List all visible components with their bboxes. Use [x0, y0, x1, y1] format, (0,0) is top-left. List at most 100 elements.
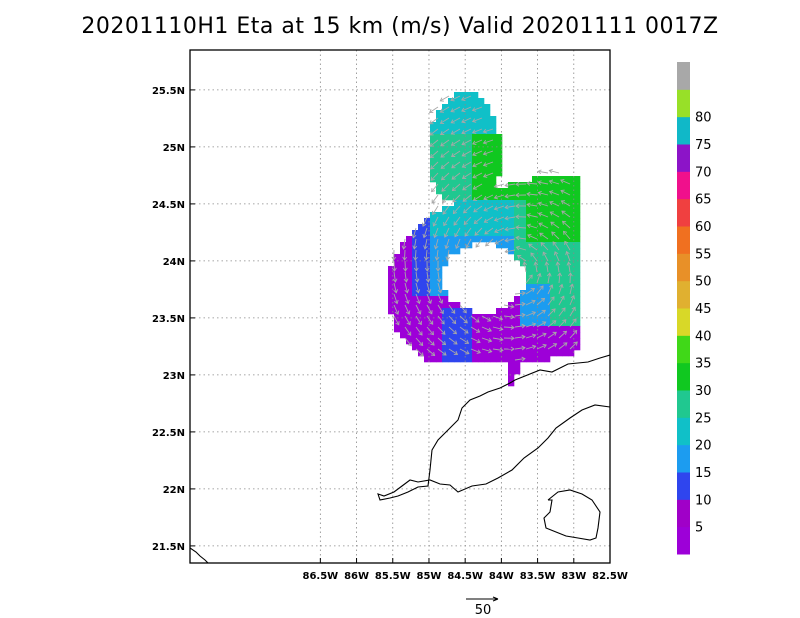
wind-vector-head — [391, 256, 397, 261]
wind-vector-head — [435, 267, 441, 272]
wind-vector-head — [504, 193, 509, 199]
wind-vector-head — [433, 233, 438, 239]
wind-speed-cell — [514, 344, 521, 351]
wind-speed-cell — [484, 230, 491, 237]
wind-vector-head — [553, 251, 559, 256]
wind-vector — [472, 172, 483, 178]
wind-speed-cell — [448, 242, 455, 249]
wind-speed-cell — [496, 350, 503, 357]
wind-speed-cell — [442, 326, 449, 333]
wind-speed-cell — [496, 308, 503, 315]
wind-speed-cell — [568, 284, 575, 291]
wind-speed-cell — [436, 344, 443, 351]
wind-speed-cell — [496, 146, 503, 153]
wind-vector — [404, 337, 412, 347]
wind-speed-cell — [496, 200, 503, 207]
wind-speed-cell — [514, 200, 521, 207]
wind-speed-cell — [568, 350, 575, 357]
wind-speed-cell — [466, 104, 473, 111]
wind-speed-cell — [442, 122, 449, 129]
wind-speed-cell — [526, 284, 533, 291]
wind-speed-cell — [484, 164, 491, 171]
wind-vector — [472, 117, 483, 122]
wind-speed-cell — [412, 338, 419, 345]
wind-speed-cell — [562, 248, 569, 255]
wind-speed-cell — [448, 302, 455, 309]
wind-speed-cell — [436, 236, 443, 243]
wind-speed-cell — [400, 272, 407, 279]
wind-speed-cell — [472, 104, 479, 111]
y-tick-label: 22N — [163, 485, 185, 496]
wind-vector-head — [419, 341, 424, 347]
wind-vector — [463, 216, 472, 225]
wind-speed-cell — [526, 266, 533, 273]
wind-vector — [505, 194, 516, 198]
wind-speed-cell — [406, 284, 413, 291]
wind-vector-head — [484, 230, 489, 235]
wind-vector-head — [562, 330, 568, 335]
y-tick-label: 24N — [163, 257, 185, 268]
wind-speed-cell — [574, 176, 581, 183]
wind-speed-cell — [484, 110, 491, 117]
wind-speed-cell — [484, 104, 491, 111]
wind-speed-cell — [466, 98, 473, 105]
wind-speed-cell — [544, 242, 551, 249]
wind-vector-head — [527, 233, 532, 239]
wind-vector — [441, 183, 450, 192]
wind-speed-cell — [496, 212, 503, 219]
wind-speed-cell — [418, 236, 425, 243]
wind-vector-head — [521, 290, 526, 296]
wind-speed-cell — [484, 218, 491, 225]
wind-vector-head — [494, 228, 499, 234]
wind-vector — [483, 194, 494, 200]
wind-speed-cell — [442, 254, 449, 261]
wind-speed-cell — [442, 356, 449, 363]
wind-vector-head — [526, 181, 531, 186]
wind-vector-head — [393, 289, 399, 294]
wind-vector — [569, 307, 576, 317]
wind-vector — [459, 337, 469, 344]
wind-speed-cell — [430, 248, 437, 255]
wind-vector-head — [429, 109, 434, 114]
wind-vector-head — [430, 165, 435, 170]
y-axis-ticks: 21.5N 22N 22.5N 23N 23.5N 24N 24.5N 25N 25.5N — [152, 86, 195, 553]
wind-speed-cell — [448, 164, 455, 171]
wind-speed-cell — [460, 212, 467, 219]
wind-speed-cell — [466, 308, 473, 315]
wind-vector — [415, 337, 424, 346]
wind-speed-cell — [532, 206, 539, 213]
wind-speed-cell — [424, 356, 431, 363]
wind-vector-head — [557, 272, 563, 277]
wind-speed-cell — [478, 110, 485, 117]
wind-vector — [462, 183, 472, 191]
wind-vector-head — [483, 207, 488, 212]
wind-vector-head — [463, 209, 468, 214]
wind-speed-cell — [436, 254, 443, 261]
wind-speed-cell — [502, 206, 509, 213]
wind-vector-head — [405, 310, 411, 315]
colorbar: 5 10 15 20 25 30 35 40 45 50 55 60 65 70 75 80 — [677, 62, 712, 555]
wind-vector-head — [551, 231, 556, 236]
wind-speed-cell — [394, 266, 401, 273]
x-tick-label: 83W — [561, 571, 586, 582]
y-tick-label: 25N — [163, 143, 185, 154]
wind-vector — [464, 227, 472, 237]
wind-vector — [461, 128, 472, 134]
colorbar-label: 20 — [695, 439, 712, 454]
wind-speed-cell — [472, 158, 479, 165]
wind-speed-cell — [544, 254, 551, 261]
wind-vector — [562, 220, 571, 229]
wind-speed-cell — [388, 278, 395, 285]
wind-speed-cell — [418, 326, 425, 333]
wind-vector-head — [401, 245, 407, 250]
wind-vector-head — [539, 232, 544, 237]
wind-speed-cell — [514, 338, 521, 345]
wind-speed-cell — [490, 152, 497, 159]
wind-speed-cell — [538, 320, 545, 327]
wind-speed-cell — [400, 248, 407, 255]
wind-speed-cell — [448, 320, 455, 327]
wind-speed-cell — [550, 218, 557, 225]
wind-speed-cell — [544, 296, 551, 303]
wind-vector — [429, 128, 439, 136]
wind-speed-cell — [424, 296, 431, 303]
